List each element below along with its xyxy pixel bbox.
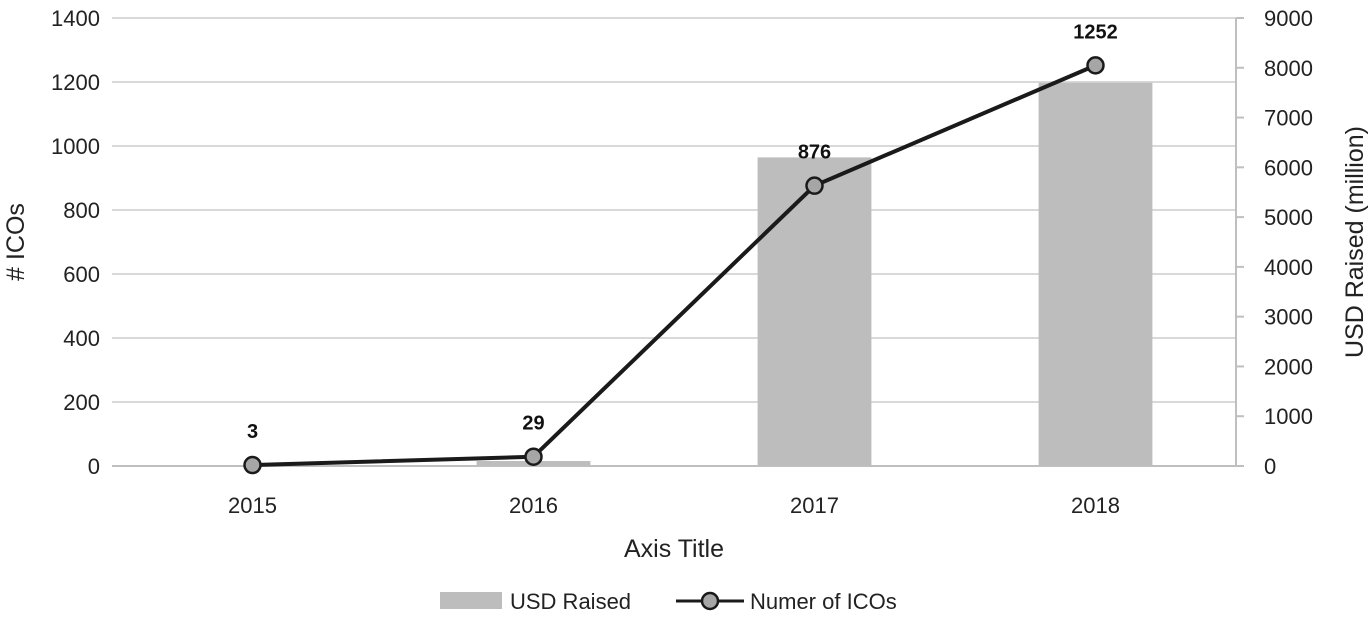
y2-tick-label: 0 xyxy=(1264,454,1276,479)
x-tick-label: 2015 xyxy=(228,493,277,518)
legend-label-usd-raised: USD Raised xyxy=(510,589,631,614)
y2-axis-title: USD Raised (million) xyxy=(1341,126,1369,358)
bar-usd-raised xyxy=(1038,82,1153,466)
legend-swatch-icos-marker xyxy=(700,591,720,611)
point-numer-of-icos xyxy=(1086,56,1105,75)
y-tick-label: 600 xyxy=(63,262,100,287)
point-numer-of-icos xyxy=(524,447,543,466)
gridlines xyxy=(112,17,1236,467)
x-tick-label: 2016 xyxy=(509,493,558,518)
legend-label-icos: Numer of ICOs xyxy=(750,589,897,614)
y-tick-label: 800 xyxy=(63,198,100,223)
legend-swatch-usd-raised xyxy=(440,592,502,609)
line-numer-of-icos xyxy=(252,63,1097,468)
y-tick-label: 1200 xyxy=(51,70,100,95)
y-tick-label: 0 xyxy=(88,454,100,479)
y-axis-title: # ICOs xyxy=(2,203,30,281)
y2-tick-label: 4000 xyxy=(1264,255,1313,280)
data-label-icos: 3 xyxy=(247,421,258,443)
y2-tick-label: 3000 xyxy=(1264,305,1313,330)
data-label-icos: 29 xyxy=(522,413,544,435)
axes xyxy=(112,17,1244,467)
y-tick-label: 1400 xyxy=(51,6,100,31)
point-numer-of-icos xyxy=(805,176,824,195)
bar-usd-raised xyxy=(757,157,872,466)
tick-labels: 0 200 400 600 800 1000 1200 1400 0 1000 2000 3000 40… xyxy=(51,6,1313,518)
icos-line xyxy=(243,56,1105,475)
data-label-icos: 1252 xyxy=(1073,21,1118,43)
data-labels: 3 29 876 1252 xyxy=(247,21,1118,443)
y2-tick-label: 7000 xyxy=(1264,106,1313,131)
data-label-icos: 876 xyxy=(798,142,831,164)
x-tick-label: 2018 xyxy=(1071,493,1120,518)
legend: USD Raised Numer of ICOs xyxy=(440,589,897,614)
y2-tick-label: 6000 xyxy=(1264,155,1313,180)
y2-tick-label: 1000 xyxy=(1264,404,1313,429)
y2-tick-label: 5000 xyxy=(1264,205,1313,230)
y2-tick-label: 9000 xyxy=(1264,6,1313,31)
y2-tick-label: 8000 xyxy=(1264,56,1313,81)
usd-raised-bars xyxy=(476,82,1153,466)
x-axis-title: Axis Title xyxy=(624,535,724,563)
y-tick-label: 1000 xyxy=(51,134,100,159)
x-tick-label: 2017 xyxy=(790,493,839,518)
y2-tick-label: 2000 xyxy=(1264,354,1313,379)
point-numer-of-icos xyxy=(243,455,262,475)
y-tick-label: 200 xyxy=(63,390,100,415)
y-tick-label: 400 xyxy=(63,326,100,351)
